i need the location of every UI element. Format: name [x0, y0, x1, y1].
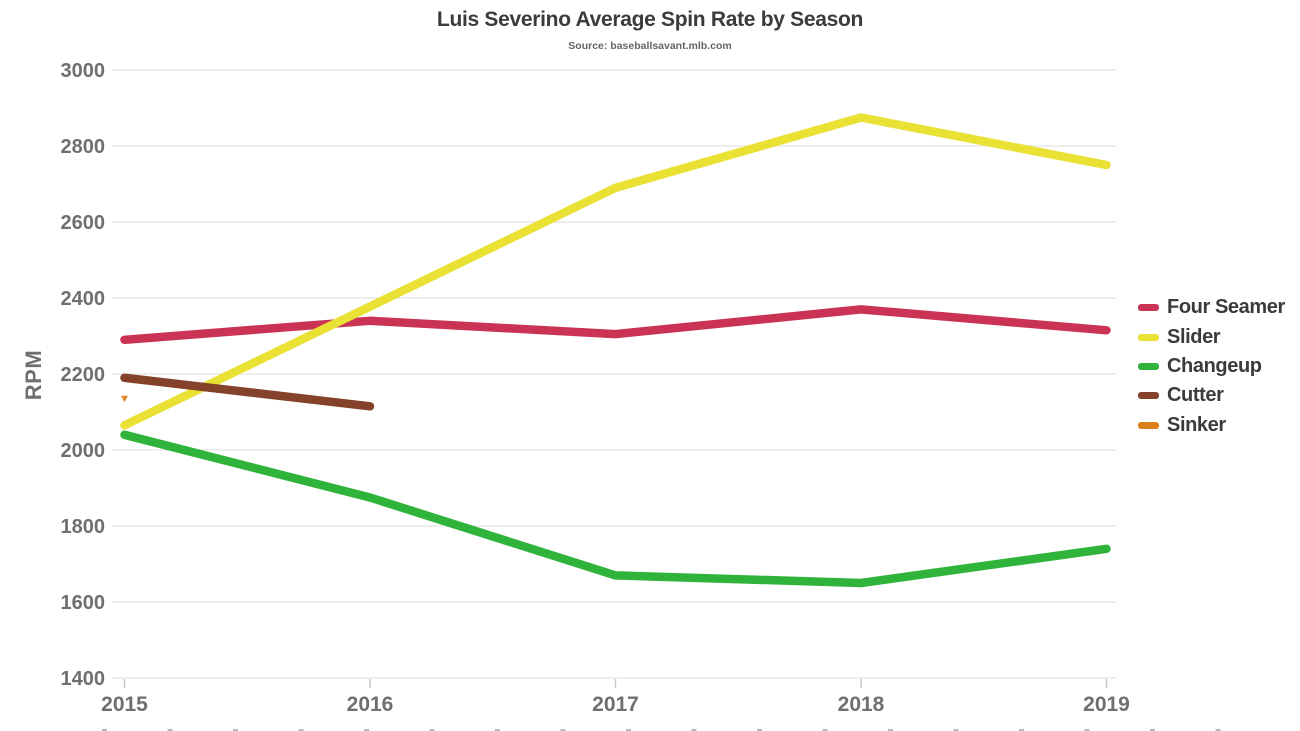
series-line-four-seamer	[120, 305, 1111, 345]
bottom-minor-tick	[167, 729, 173, 731]
y-tick-label: 2800	[61, 136, 106, 158]
legend-label-cutter: Cutter	[1167, 384, 1224, 407]
legend-item-slider: Slider	[1138, 322, 1285, 351]
y-tick-label: 3000	[61, 60, 106, 82]
series-line-cutter	[120, 373, 375, 411]
bottom-minor-tick	[233, 729, 238, 731]
legend-swatch-slider	[1138, 333, 1159, 341]
x-tick-label: 2019	[1083, 693, 1130, 716]
legend-swatch-changeup	[1138, 362, 1159, 370]
legend-label-four-seamer: Four Seamer	[1167, 296, 1285, 319]
y-tick-label: 1800	[61, 516, 106, 538]
x-tick-label: 2015	[101, 693, 148, 716]
legend-label-sinker: Sinker	[1167, 413, 1226, 436]
bottom-minor-tick	[1150, 729, 1155, 731]
bottom-minor-tick	[1215, 729, 1221, 731]
series-marker-sinker	[121, 395, 128, 403]
legend-item-changeup: Changeup	[1138, 352, 1285, 381]
x-tick-label: 2016	[347, 693, 394, 716]
bottom-minor-tick	[953, 729, 959, 731]
legend-label-slider: Slider	[1167, 325, 1221, 348]
bottom-minor-tick	[298, 729, 304, 731]
bottom-minor-tick	[429, 729, 435, 731]
y-tick-label: 2400	[61, 288, 106, 310]
series-line-slider	[120, 113, 1111, 430]
bottom-minor-tick	[102, 729, 107, 731]
legend: Four Seamer Slider Changeup Cutter Sinker	[1138, 293, 1285, 440]
bottom-minor-tick	[560, 729, 566, 731]
x-tick-label: 2017	[592, 693, 639, 716]
bottom-minor-tick	[1019, 729, 1024, 731]
bottom-minor-tick	[495, 729, 500, 731]
y-tick-label: 2000	[61, 440, 106, 462]
legend-item-four-seamer: Four Seamer	[1138, 293, 1285, 322]
x-tick-label: 2018	[838, 693, 885, 716]
chart-subtitle: Source: baseballsavant.mlb.com	[568, 40, 732, 52]
legend-swatch-sinker	[1138, 421, 1159, 429]
legend-swatch-cutter	[1138, 392, 1159, 400]
bottom-minor-tick	[626, 729, 631, 731]
legend-swatch-four-seamer	[1138, 304, 1159, 312]
bottom-minor-tick	[691, 729, 697, 731]
y-tick-label: 1600	[61, 592, 106, 614]
y-tick-label: 2600	[61, 212, 106, 234]
bottom-minor-tick	[1084, 729, 1090, 731]
bottom-minor-tick	[364, 729, 369, 731]
legend-item-sinker: Sinker	[1138, 411, 1285, 440]
legend-item-cutter: Cutter	[1138, 381, 1285, 410]
chart-title: Luis Severino Average Spin Rate by Seaso…	[436, 8, 864, 31]
y-tick-label: 1400	[61, 668, 106, 690]
legend-label-changeup: Changeup	[1167, 354, 1262, 377]
bottom-minor-tick	[757, 729, 762, 731]
bottom-minor-tick	[888, 729, 893, 731]
series-line-changeup	[120, 430, 1111, 588]
y-tick-label: 2200	[61, 364, 106, 386]
bottom-minor-tick	[822, 729, 828, 731]
